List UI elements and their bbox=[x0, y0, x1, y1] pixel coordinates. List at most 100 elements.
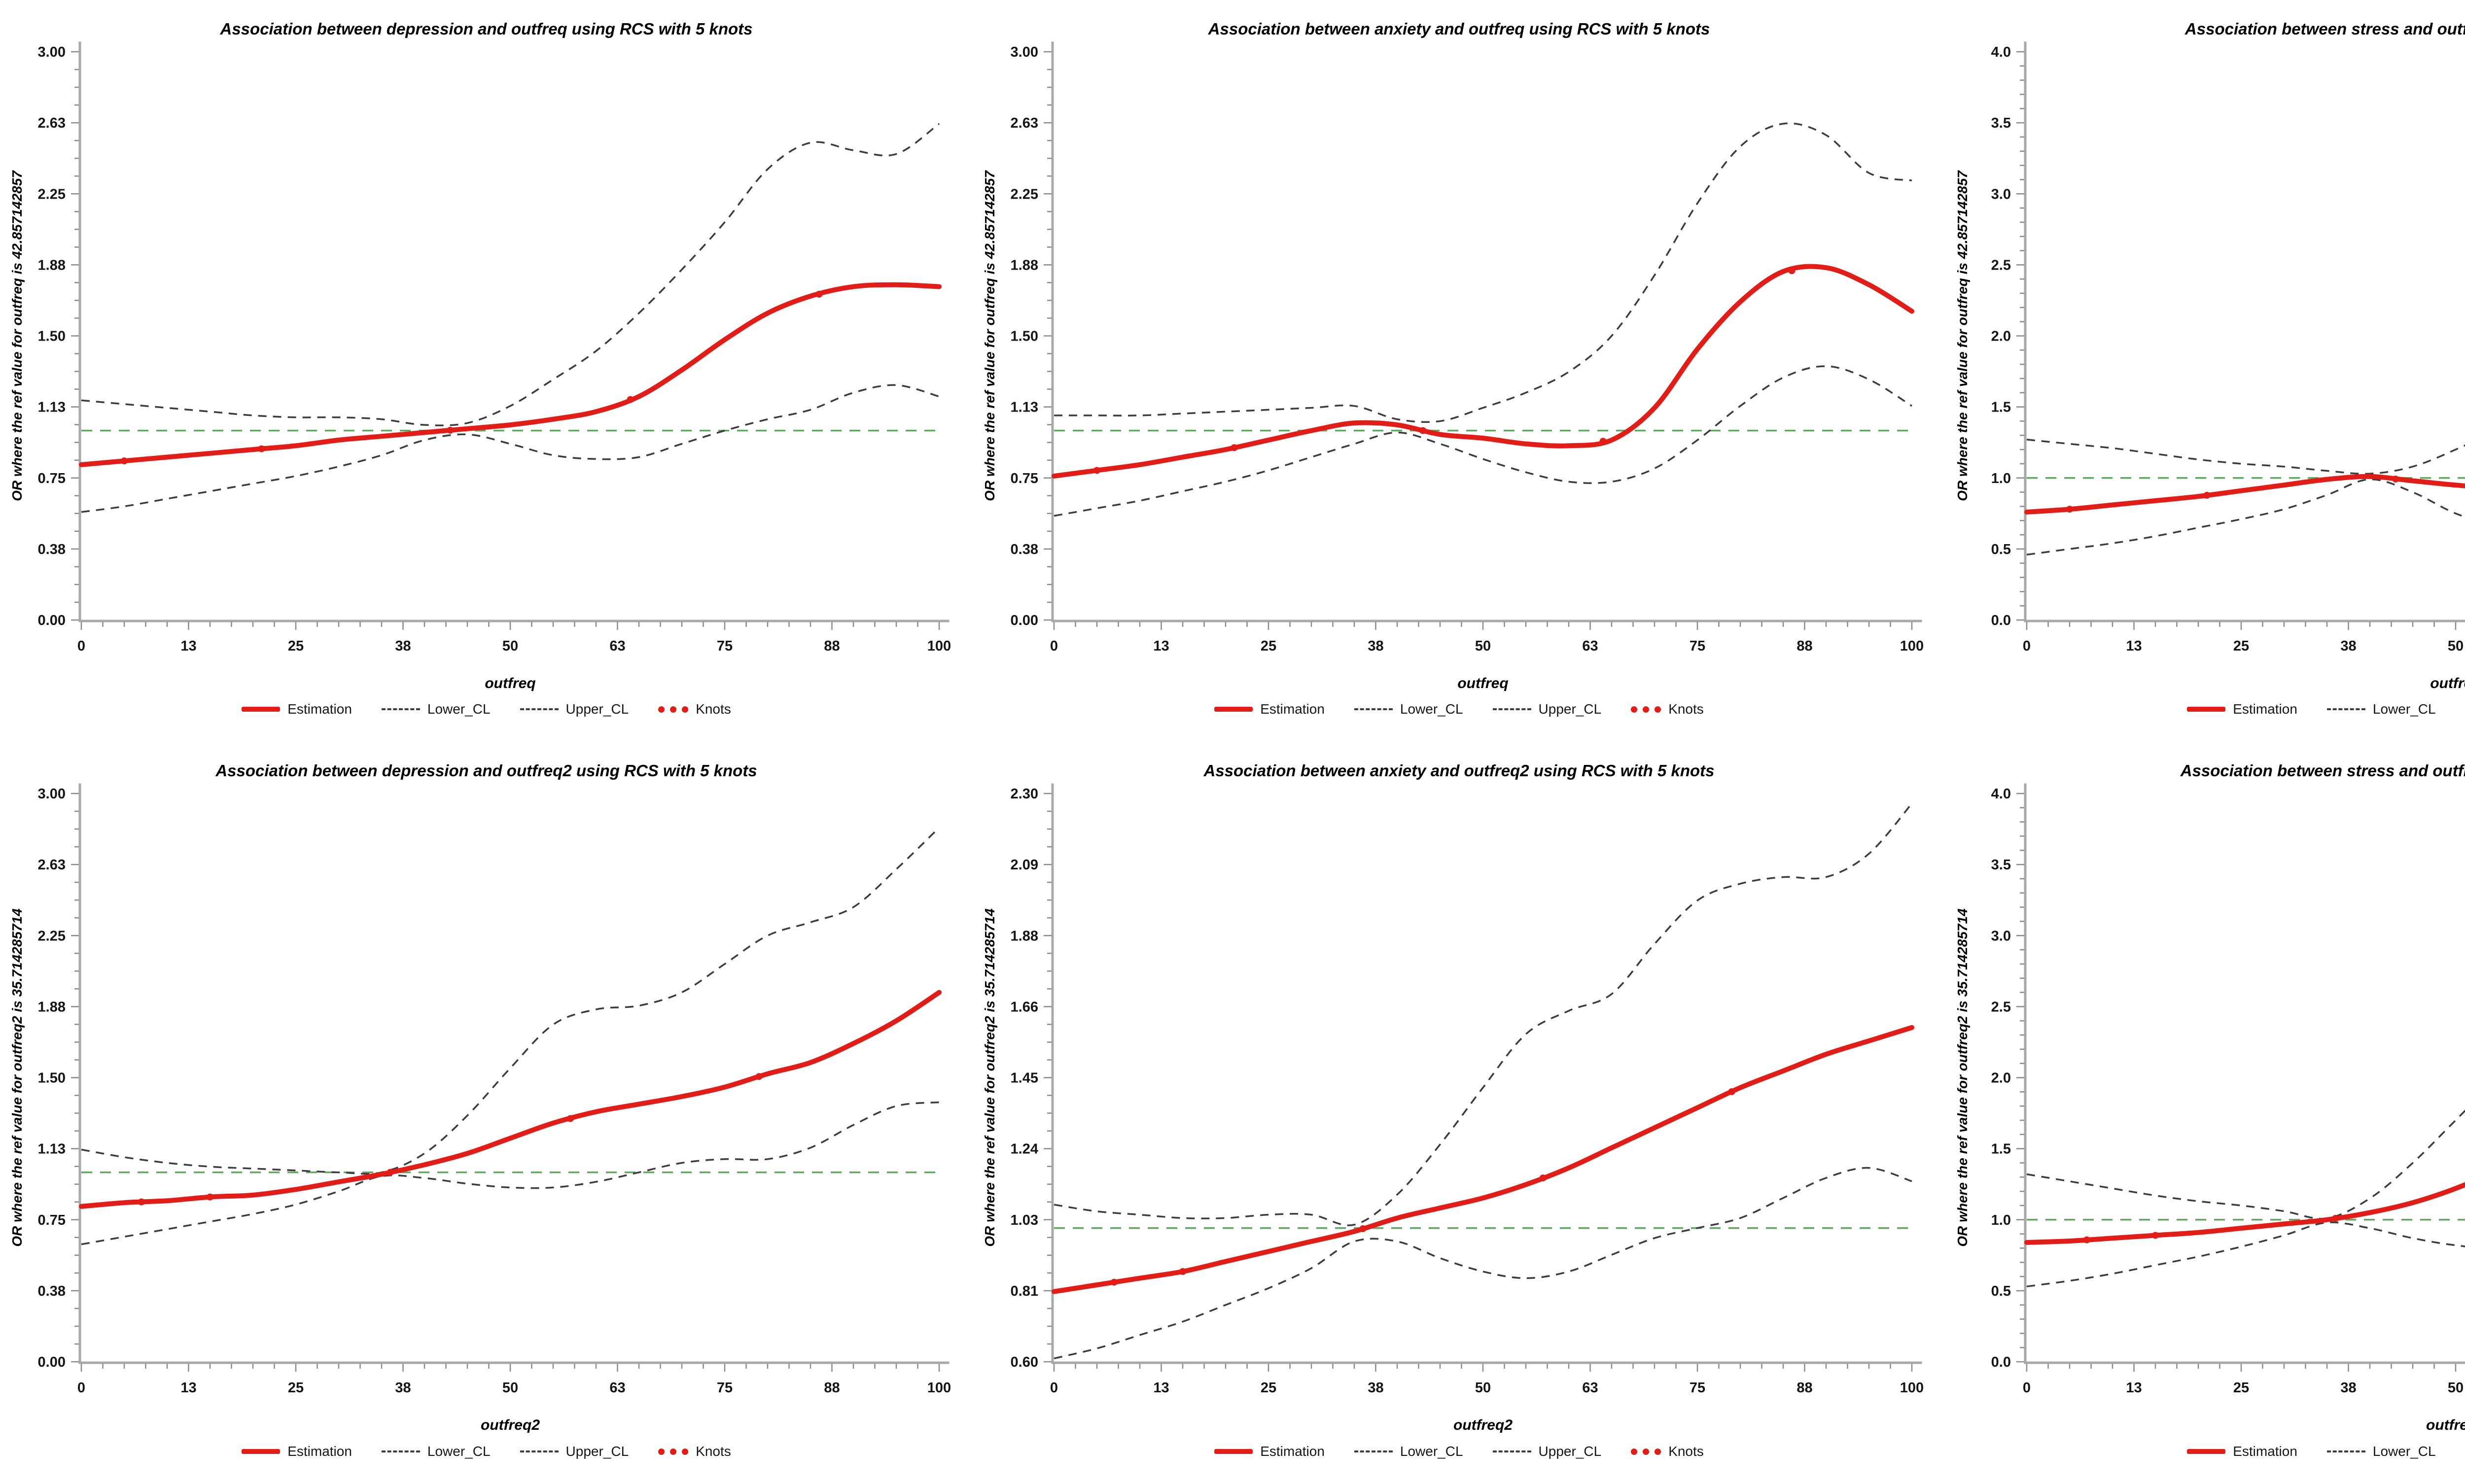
x-tick-label: 13 bbox=[1153, 1380, 1169, 1396]
x-axis-label: outfreq2 bbox=[2426, 1417, 2465, 1433]
x-tick-label: 38 bbox=[1368, 1380, 1383, 1396]
legend-label: Knots bbox=[1668, 701, 1704, 717]
y-tick-label: 0.81 bbox=[1011, 1283, 1038, 1299]
x-tick-label: 0 bbox=[77, 1380, 85, 1396]
x-tick-label: 25 bbox=[288, 638, 304, 654]
y-tick-label: 2.0 bbox=[1991, 1070, 2011, 1086]
x-tick-label: 50 bbox=[1475, 638, 1491, 654]
solid-red-swatch-icon bbox=[2187, 707, 2226, 712]
chart-anxiety-outfreq2: Association between anxiety and outfreq2… bbox=[973, 742, 1945, 1484]
lower-cl-line bbox=[2026, 478, 2465, 556]
knot-marker bbox=[2203, 491, 2211, 499]
legend-item-upper_cl: Upper_CL bbox=[1492, 1444, 1601, 1459]
y-axis-label: OR where the ref value for outfreq is 42… bbox=[1955, 170, 1970, 501]
knot-marker bbox=[258, 445, 265, 452]
knot-marker bbox=[1179, 1268, 1186, 1275]
y-tick-label: 2.63 bbox=[1011, 115, 1038, 131]
y-axis-label: OR where the ref value for outfreq is 42… bbox=[982, 170, 997, 501]
chart-stress-outfreq: Association between stress and outfreq u… bbox=[1945, 0, 2465, 742]
chart-title: Association between depression and outfr… bbox=[220, 20, 753, 38]
y-tick-label: 2.63 bbox=[38, 115, 66, 131]
x-tick-label: 0 bbox=[77, 638, 85, 654]
chart-stress-outfreq2: Association between stress and outfreq2 … bbox=[1945, 742, 2465, 1484]
y-tick-label: 0.00 bbox=[38, 613, 66, 628]
solid-red-swatch-icon bbox=[1214, 1449, 1253, 1454]
y-tick-label: 3.5 bbox=[1991, 857, 2011, 873]
knot-marker bbox=[815, 290, 823, 298]
y-axis-label: OR where the ref value for outfreq2 is 3… bbox=[982, 908, 997, 1247]
chart-svg-depression-outfreq2: Association between depression and outfr… bbox=[9, 761, 951, 1433]
y-tick-label: 2.25 bbox=[38, 186, 66, 202]
upper-cl-line bbox=[1054, 122, 1912, 423]
legend-label: Upper_CL bbox=[565, 701, 629, 717]
y-tick-label: 2.30 bbox=[1011, 786, 1038, 802]
y-tick-label: 3.00 bbox=[38, 786, 66, 802]
dashed-gray-swatch-icon bbox=[2326, 1450, 2365, 1452]
legend-item-knots: Knots bbox=[1631, 1444, 1704, 1459]
y-tick-label: 2.5 bbox=[1991, 257, 2011, 273]
knot-marker bbox=[1231, 444, 1238, 451]
upper-cl-line bbox=[1054, 803, 1913, 1226]
lower-cl-line bbox=[81, 384, 940, 513]
estimation-line bbox=[1052, 1025, 1914, 1294]
legend-item-lower_cl: Lower_CL bbox=[381, 701, 491, 717]
y-tick-label: 1.88 bbox=[1011, 257, 1038, 273]
x-tick-label: 100 bbox=[1900, 1380, 1924, 1396]
legend-item-lower_cl: Lower_CL bbox=[2326, 701, 2436, 717]
y-axis-label: OR where the ref value for outfreq is 42… bbox=[9, 170, 25, 501]
y-tick-label: 1.66 bbox=[1011, 999, 1038, 1015]
red-dots-swatch-icon bbox=[658, 1448, 689, 1455]
legend-label: Lower_CL bbox=[2372, 1444, 2436, 1459]
y-tick-label: 1.0 bbox=[1991, 1212, 2011, 1228]
legend-item-knots: Knots bbox=[1631, 701, 1704, 717]
x-axis-label: outfreq bbox=[1457, 675, 1508, 691]
y-tick-label: 1.03 bbox=[1011, 1212, 1038, 1228]
red-dots-swatch-icon bbox=[1631, 706, 1661, 713]
estimation-line bbox=[79, 282, 942, 467]
y-axis-label: OR where the ref value for outfreq2 is 3… bbox=[1955, 908, 1970, 1247]
legend-label: Estimation bbox=[2233, 1444, 2297, 1459]
legend-label: Knots bbox=[696, 1444, 731, 1459]
y-tick-label: 0.00 bbox=[38, 1354, 66, 1370]
y-tick-label: 3.00 bbox=[1011, 44, 1038, 60]
x-tick-label: 25 bbox=[1261, 1380, 1276, 1396]
y-tick-label: 4.0 bbox=[1991, 786, 2011, 802]
y-tick-label: 2.25 bbox=[1011, 186, 1038, 202]
knot-marker bbox=[387, 1169, 394, 1176]
knot-marker bbox=[2152, 1232, 2159, 1239]
knot-marker bbox=[755, 1073, 763, 1080]
y-tick-label: 2.0 bbox=[1991, 329, 2011, 345]
knot-marker bbox=[566, 1115, 574, 1122]
chart-svg-stress-outfreq2: Association between stress and outfreq2 … bbox=[1955, 761, 2465, 1433]
y-tick-label: 3.00 bbox=[38, 44, 66, 60]
legend-label: Lower_CL bbox=[427, 1444, 491, 1459]
x-tick-label: 0 bbox=[1050, 638, 1058, 654]
y-tick-label: 2.63 bbox=[38, 857, 66, 873]
legend-item-estimation: Estimation bbox=[2187, 1444, 2297, 1459]
y-tick-label: 1.13 bbox=[38, 400, 66, 415]
x-tick-label: 50 bbox=[502, 638, 518, 654]
x-tick-label: 38 bbox=[395, 1380, 411, 1396]
legend-item-estimation: Estimation bbox=[242, 701, 352, 717]
knot-marker bbox=[1599, 438, 1607, 445]
x-tick-label: 63 bbox=[1582, 638, 1598, 654]
chart-svg-stress-outfreq: Association between stress and outfreq u… bbox=[1955, 20, 2465, 691]
chart-title: Association between anxiety and outfreq … bbox=[1208, 20, 1710, 38]
legend-item-lower_cl: Lower_CL bbox=[1354, 1444, 1463, 1459]
x-tick-label: 50 bbox=[502, 1380, 518, 1396]
x-tick-label: 63 bbox=[1582, 1380, 1598, 1396]
legend: Estimation Lower_CL Upper_CL Knots bbox=[0, 701, 973, 717]
legend-item-knots: Knots bbox=[658, 1444, 731, 1459]
y-tick-label: 0.38 bbox=[38, 542, 66, 557]
x-tick-label: 38 bbox=[2340, 638, 2356, 654]
legend-label: Knots bbox=[696, 701, 731, 717]
x-tick-label: 25 bbox=[1261, 638, 1276, 654]
dashed-gray-swatch-icon bbox=[381, 1450, 420, 1452]
y-tick-label: 1.0 bbox=[1991, 471, 2011, 486]
estimation-line bbox=[2024, 1182, 2465, 1245]
y-tick-label: 0.60 bbox=[1011, 1354, 1038, 1370]
